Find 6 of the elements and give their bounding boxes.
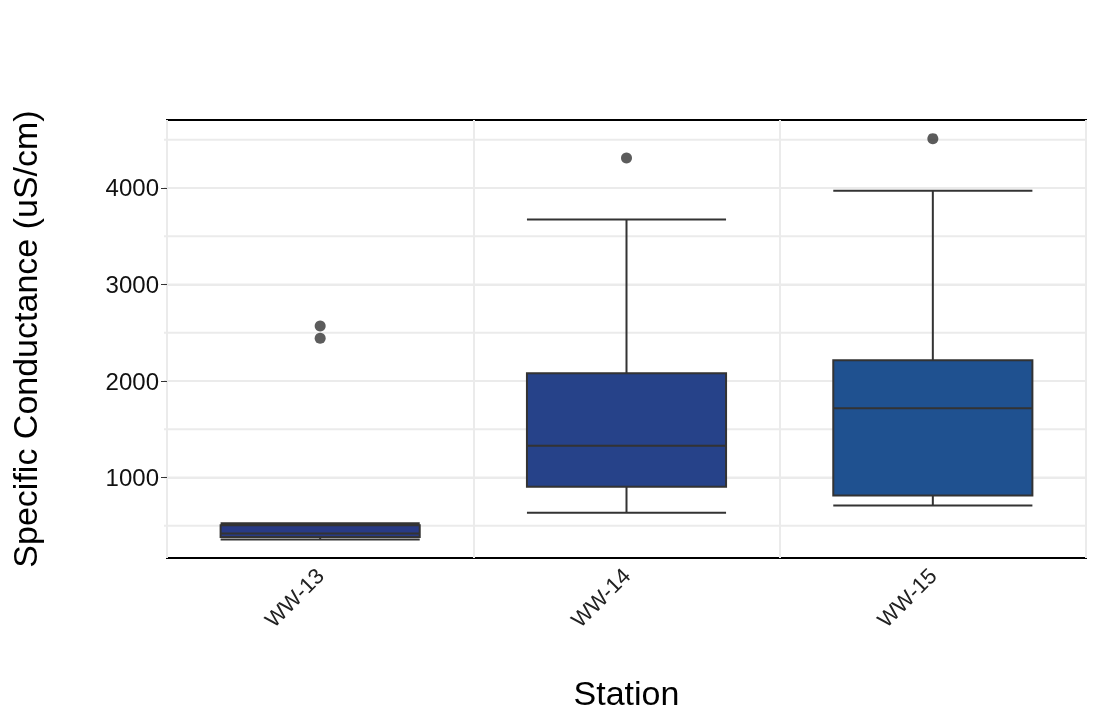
y-tick-label: 4000 — [105, 174, 159, 202]
y-tick-label: 2000 — [105, 367, 159, 395]
y-axis-title: Specific Conductance (uS/cm) — [6, 110, 44, 568]
y-tick-label: 3000 — [105, 271, 159, 298]
y-tick-label: 1000 — [105, 464, 159, 492]
x-axis-title: Station — [573, 674, 680, 712]
